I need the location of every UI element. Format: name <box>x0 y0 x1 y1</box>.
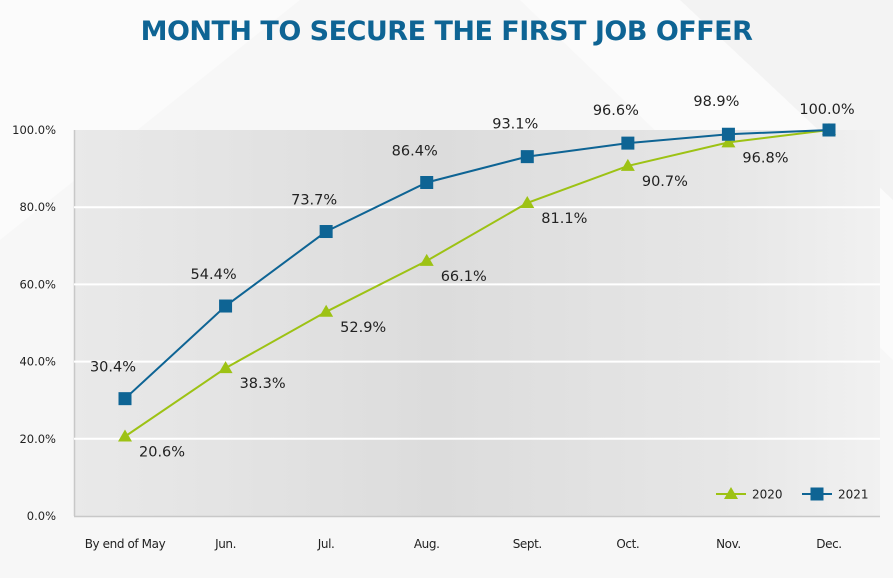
data-label: 20.6% <box>139 444 185 460</box>
series-line-2021 <box>124 129 830 400</box>
gridlines <box>74 206 880 440</box>
square-marker <box>219 299 233 313</box>
data-label: 81.1% <box>541 211 587 227</box>
legend-item-2020: 2020 <box>716 487 783 502</box>
data-label: 93.1% <box>492 117 538 133</box>
data-label: 30.4% <box>90 360 136 376</box>
data-labels: 20.6% 38.3% 52.9% 66.1% 81.1% 90.7% 96.8% 30.4%… <box>90 94 855 460</box>
x-tick-label: Oct. <box>616 537 639 551</box>
data-label: 96.8% <box>742 150 788 166</box>
legend-item-2021: 2021 <box>802 487 869 502</box>
triangle-marker <box>721 135 736 148</box>
data-label: 66.1% <box>441 269 487 285</box>
x-tick-label: By end of May <box>85 537 166 551</box>
x-tick-label: Jun. <box>214 537 236 551</box>
legend-label: 2020 <box>752 488 783 502</box>
x-tick-label: Jul. <box>317 537 335 551</box>
triangle-marker <box>724 487 738 499</box>
legend-label: 2021 <box>838 488 869 502</box>
y-tick-label: 40.0% <box>19 355 56 369</box>
data-label: 86.4% <box>392 143 438 159</box>
legend: 2020 2021 <box>716 487 869 502</box>
data-label: 98.9% <box>693 94 739 110</box>
x-tick-label: Dec. <box>816 537 841 551</box>
triangle-marker <box>218 361 233 374</box>
triangle-marker <box>319 304 334 317</box>
data-label: 96.6% <box>593 103 639 119</box>
chart-title: MONTH TO SECURE THE FIRST JOB OFFER <box>140 16 753 47</box>
y-tick-label: 20.0% <box>19 432 56 446</box>
square-marker <box>520 150 534 164</box>
triangle-marker <box>118 429 132 442</box>
square-marker <box>420 175 434 189</box>
y-tick-label: 0.0% <box>27 509 56 523</box>
x-tick-label: Nov. <box>716 537 741 551</box>
square-marker <box>319 225 333 239</box>
triangle-marker <box>620 158 635 171</box>
series-2021 <box>118 123 836 406</box>
y-tick-label: 100.0% <box>12 123 56 137</box>
square-marker <box>621 136 635 150</box>
square-marker <box>822 123 836 137</box>
square-marker <box>810 487 824 501</box>
y-tick-label: 80.0% <box>19 200 56 214</box>
data-label: 73.7% <box>291 193 337 209</box>
data-label: 100.0% <box>799 102 854 118</box>
x-tick-label: Sept. <box>513 537 542 551</box>
triangle-marker <box>419 253 434 266</box>
data-label: 52.9% <box>340 320 386 336</box>
data-label: 90.7% <box>642 174 688 190</box>
square-marker <box>721 127 735 141</box>
y-axis: 0.0% 20.0% 40.0% 60.0% 80.0% 100.0% <box>12 123 56 523</box>
x-tick-label: Aug. <box>414 537 440 551</box>
data-label: 54.4% <box>191 267 237 283</box>
triangle-marker <box>520 195 535 208</box>
series-layer <box>118 123 836 442</box>
plot-area <box>74 130 880 516</box>
x-axis: By end of May Jun. Jul. Aug. Sept. Oct. Nov. De… <box>85 537 842 551</box>
data-label: 38.3% <box>240 376 286 392</box>
square-marker <box>118 392 132 406</box>
y-tick-label: 60.0% <box>19 277 56 291</box>
series-line-2020 <box>124 129 830 438</box>
